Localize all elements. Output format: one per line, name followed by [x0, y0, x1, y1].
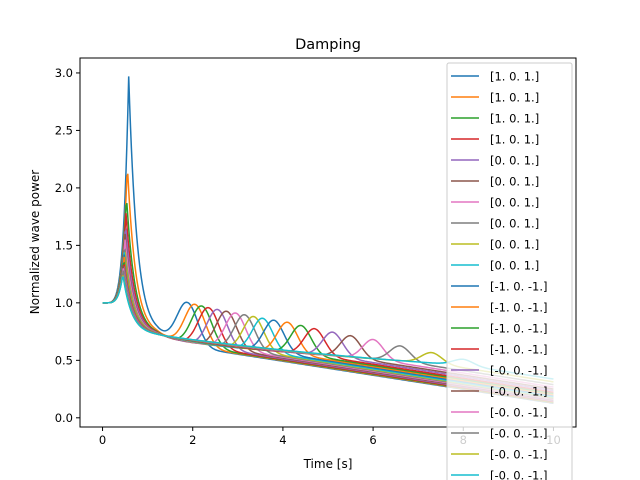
legend-box: [446, 62, 573, 480]
legend-label: [0. 0. 1.]: [490, 196, 539, 210]
legend-label: [-1. 0. -1.]: [490, 343, 548, 357]
y-tick-label: 0.0: [55, 411, 73, 425]
legend-label: [-0. 0. -1.]: [490, 364, 548, 378]
legend-label: [-1. 0. -1.]: [490, 322, 548, 336]
legend-label: [-1. 0. -1.]: [490, 301, 548, 315]
y-axis: 0.0 0.5 1.0 1.5 2.0 2.5 3.0: [55, 66, 80, 425]
legend-label: [1. 0. 1.]: [490, 112, 539, 126]
legend-label: [-0. 0. -1.]: [490, 469, 548, 480]
legend-label: [-0. 0. -1.]: [490, 385, 548, 399]
y-tick-label: 1.0: [55, 296, 73, 310]
y-axis-label: Normalized wave power: [28, 170, 42, 314]
plot-frame: [79, 57, 577, 428]
x-tick-label: 4: [279, 433, 286, 447]
legend-label: [1. 0. 1.]: [490, 91, 539, 105]
chart-title: Damping: [295, 37, 361, 53]
legend: [1. 0. 1.] [1. 0. 1.] [1. 0. 1.] [1. 0. 1.]…: [446, 62, 573, 480]
legend-label: [0. 0. 1.]: [490, 259, 539, 273]
x-tick-label: 2: [189, 433, 196, 447]
legend-label: [1. 0. 1.]: [490, 70, 539, 84]
y-tick-label: 0.5: [55, 353, 73, 367]
legend-label: [-0. 0. -1.]: [490, 406, 548, 420]
x-axis-label: Time [s]: [303, 457, 353, 471]
legend-label: [-0. 0. -1.]: [490, 448, 548, 462]
y-tick-label: 2.5: [55, 123, 73, 137]
y-tick-label: 1.5: [55, 238, 73, 252]
legend-label: [0. 0. 1.]: [490, 154, 539, 168]
x-tick-label: 6: [369, 433, 376, 447]
y-tick-label: 3.0: [55, 66, 73, 80]
x-tick-label: 0: [99, 433, 106, 447]
legend-label: [-0. 0. -1.]: [490, 427, 548, 441]
legend-label: [0. 0. 1.]: [490, 217, 539, 231]
y-tick-label: 2.0: [55, 181, 73, 195]
legend-label: [1. 0. 1.]: [490, 133, 539, 147]
legend-label: [0. 0. 1.]: [490, 238, 539, 252]
legend-label: [-1. 0. -1.]: [490, 280, 548, 294]
legend-label: [0. 0. 1.]: [490, 175, 539, 189]
